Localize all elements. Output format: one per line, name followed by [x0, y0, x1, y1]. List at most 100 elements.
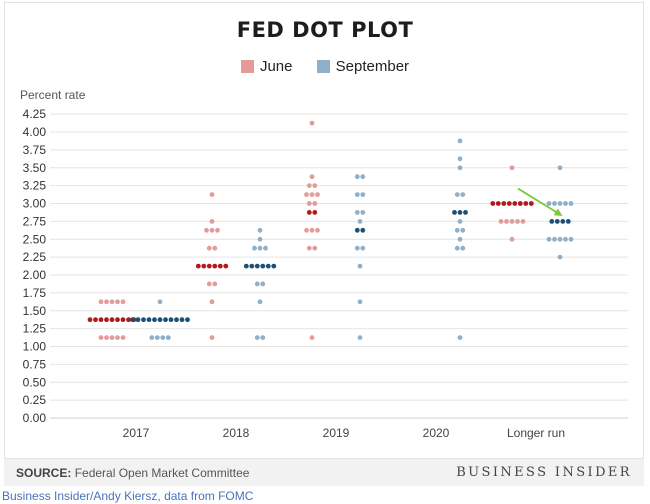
y-tick-label: 3.25 — [23, 179, 47, 193]
dot-june — [509, 236, 515, 242]
dot-june — [209, 192, 215, 198]
dot-june — [120, 317, 126, 323]
brand-logo: BUSINESS INSIDER — [456, 465, 632, 480]
y-tick-label: 4.00 — [23, 125, 47, 139]
dot-september — [141, 317, 146, 323]
dot-september — [457, 165, 463, 171]
dot-september — [554, 219, 560, 224]
dot-september — [454, 227, 460, 233]
y-tick-label: 0.75 — [23, 357, 47, 371]
dot-june — [98, 335, 104, 340]
dot-june — [309, 174, 315, 180]
dot-june — [209, 335, 215, 340]
dot-june — [512, 201, 518, 206]
dot-september — [563, 236, 568, 242]
dot-september — [460, 227, 466, 233]
y-tick-label: 0.50 — [23, 375, 47, 389]
dot-june — [212, 263, 218, 269]
dot-june — [528, 201, 534, 206]
dot-june — [87, 317, 93, 323]
dot-september — [457, 219, 463, 224]
dot-september — [354, 245, 360, 251]
dot-september — [457, 156, 463, 162]
dot-june — [212, 281, 218, 287]
footer-bar: SOURCE: Federal Open Market Committee BU… — [4, 458, 644, 486]
dot-september — [135, 317, 141, 323]
dot-june — [195, 263, 201, 269]
dot-june — [120, 299, 126, 305]
credit-line: Business Insider/Andy Kiersz, data from … — [2, 489, 254, 503]
dot-june — [309, 227, 315, 233]
dot-september — [260, 335, 266, 340]
dot-september — [354, 210, 360, 215]
dot-september — [557, 254, 563, 260]
dot-september — [163, 317, 168, 323]
source-text: Federal Open Market Committee — [74, 466, 250, 480]
x-tick-label: 2020 — [423, 426, 450, 440]
dot-june — [312, 210, 318, 215]
dot-june — [306, 210, 312, 215]
dot-june — [98, 317, 104, 323]
dot-june — [498, 219, 504, 224]
y-tick-label: 3.75 — [23, 143, 47, 157]
dot-june — [98, 299, 104, 305]
source-label: SOURCE: — [16, 466, 72, 480]
dot-june — [306, 201, 312, 206]
legend: June September — [0, 58, 650, 75]
dot-june — [206, 281, 212, 287]
dot-september — [152, 317, 157, 323]
dot-june — [312, 183, 318, 189]
grid-lines — [50, 113, 628, 419]
x-tick-label: 2017 — [123, 426, 150, 440]
dot-september — [354, 192, 360, 198]
dot-june — [206, 245, 212, 251]
dot-september — [157, 317, 163, 323]
dot-september — [568, 236, 574, 242]
y-tick-label: 2.50 — [23, 232, 47, 246]
dot-september — [185, 317, 190, 323]
dot-june — [306, 245, 312, 251]
dot-september — [249, 263, 255, 269]
legend-swatch-september — [316, 60, 330, 73]
dot-september — [149, 335, 155, 340]
dot-june — [215, 227, 220, 233]
dot-june — [517, 201, 523, 206]
dot-june — [209, 299, 215, 305]
dot-september — [360, 245, 366, 251]
dot-june — [504, 219, 509, 224]
dot-june — [312, 245, 318, 251]
dot-september — [360, 192, 366, 198]
dot-june — [509, 165, 515, 171]
dot-september — [179, 317, 185, 323]
chart-title: FED DOT PLOT — [236, 18, 414, 42]
dot-june — [523, 201, 529, 206]
x-tick-label: Longer run — [507, 426, 565, 440]
dot-june — [93, 317, 98, 323]
y-tick-label: 3.00 — [23, 197, 47, 211]
dot-september — [457, 138, 463, 144]
dot-september — [160, 335, 166, 340]
dot-june — [209, 227, 215, 233]
dot-june — [312, 201, 318, 206]
dot-june — [304, 192, 309, 198]
chart-frame — [4, 2, 644, 486]
dot-june — [495, 201, 501, 206]
dot-september — [260, 263, 266, 269]
y-tick-label: 2.25 — [23, 250, 47, 264]
dot-june — [520, 219, 526, 224]
source-line: SOURCE: Federal Open Market Committee — [16, 466, 249, 480]
dot-june — [109, 317, 115, 323]
dot-september — [165, 335, 171, 340]
dot-september — [357, 299, 363, 305]
dot-september — [354, 227, 360, 233]
legend-item-june: June — [240, 58, 292, 75]
y-tick-label: 3.50 — [23, 161, 47, 175]
dot-june — [104, 335, 109, 340]
dot-june — [309, 192, 315, 198]
dot-september — [257, 236, 263, 242]
dot-september — [360, 227, 366, 233]
dot-september — [254, 263, 260, 269]
dot-september — [560, 219, 566, 224]
dot-june — [212, 245, 218, 251]
